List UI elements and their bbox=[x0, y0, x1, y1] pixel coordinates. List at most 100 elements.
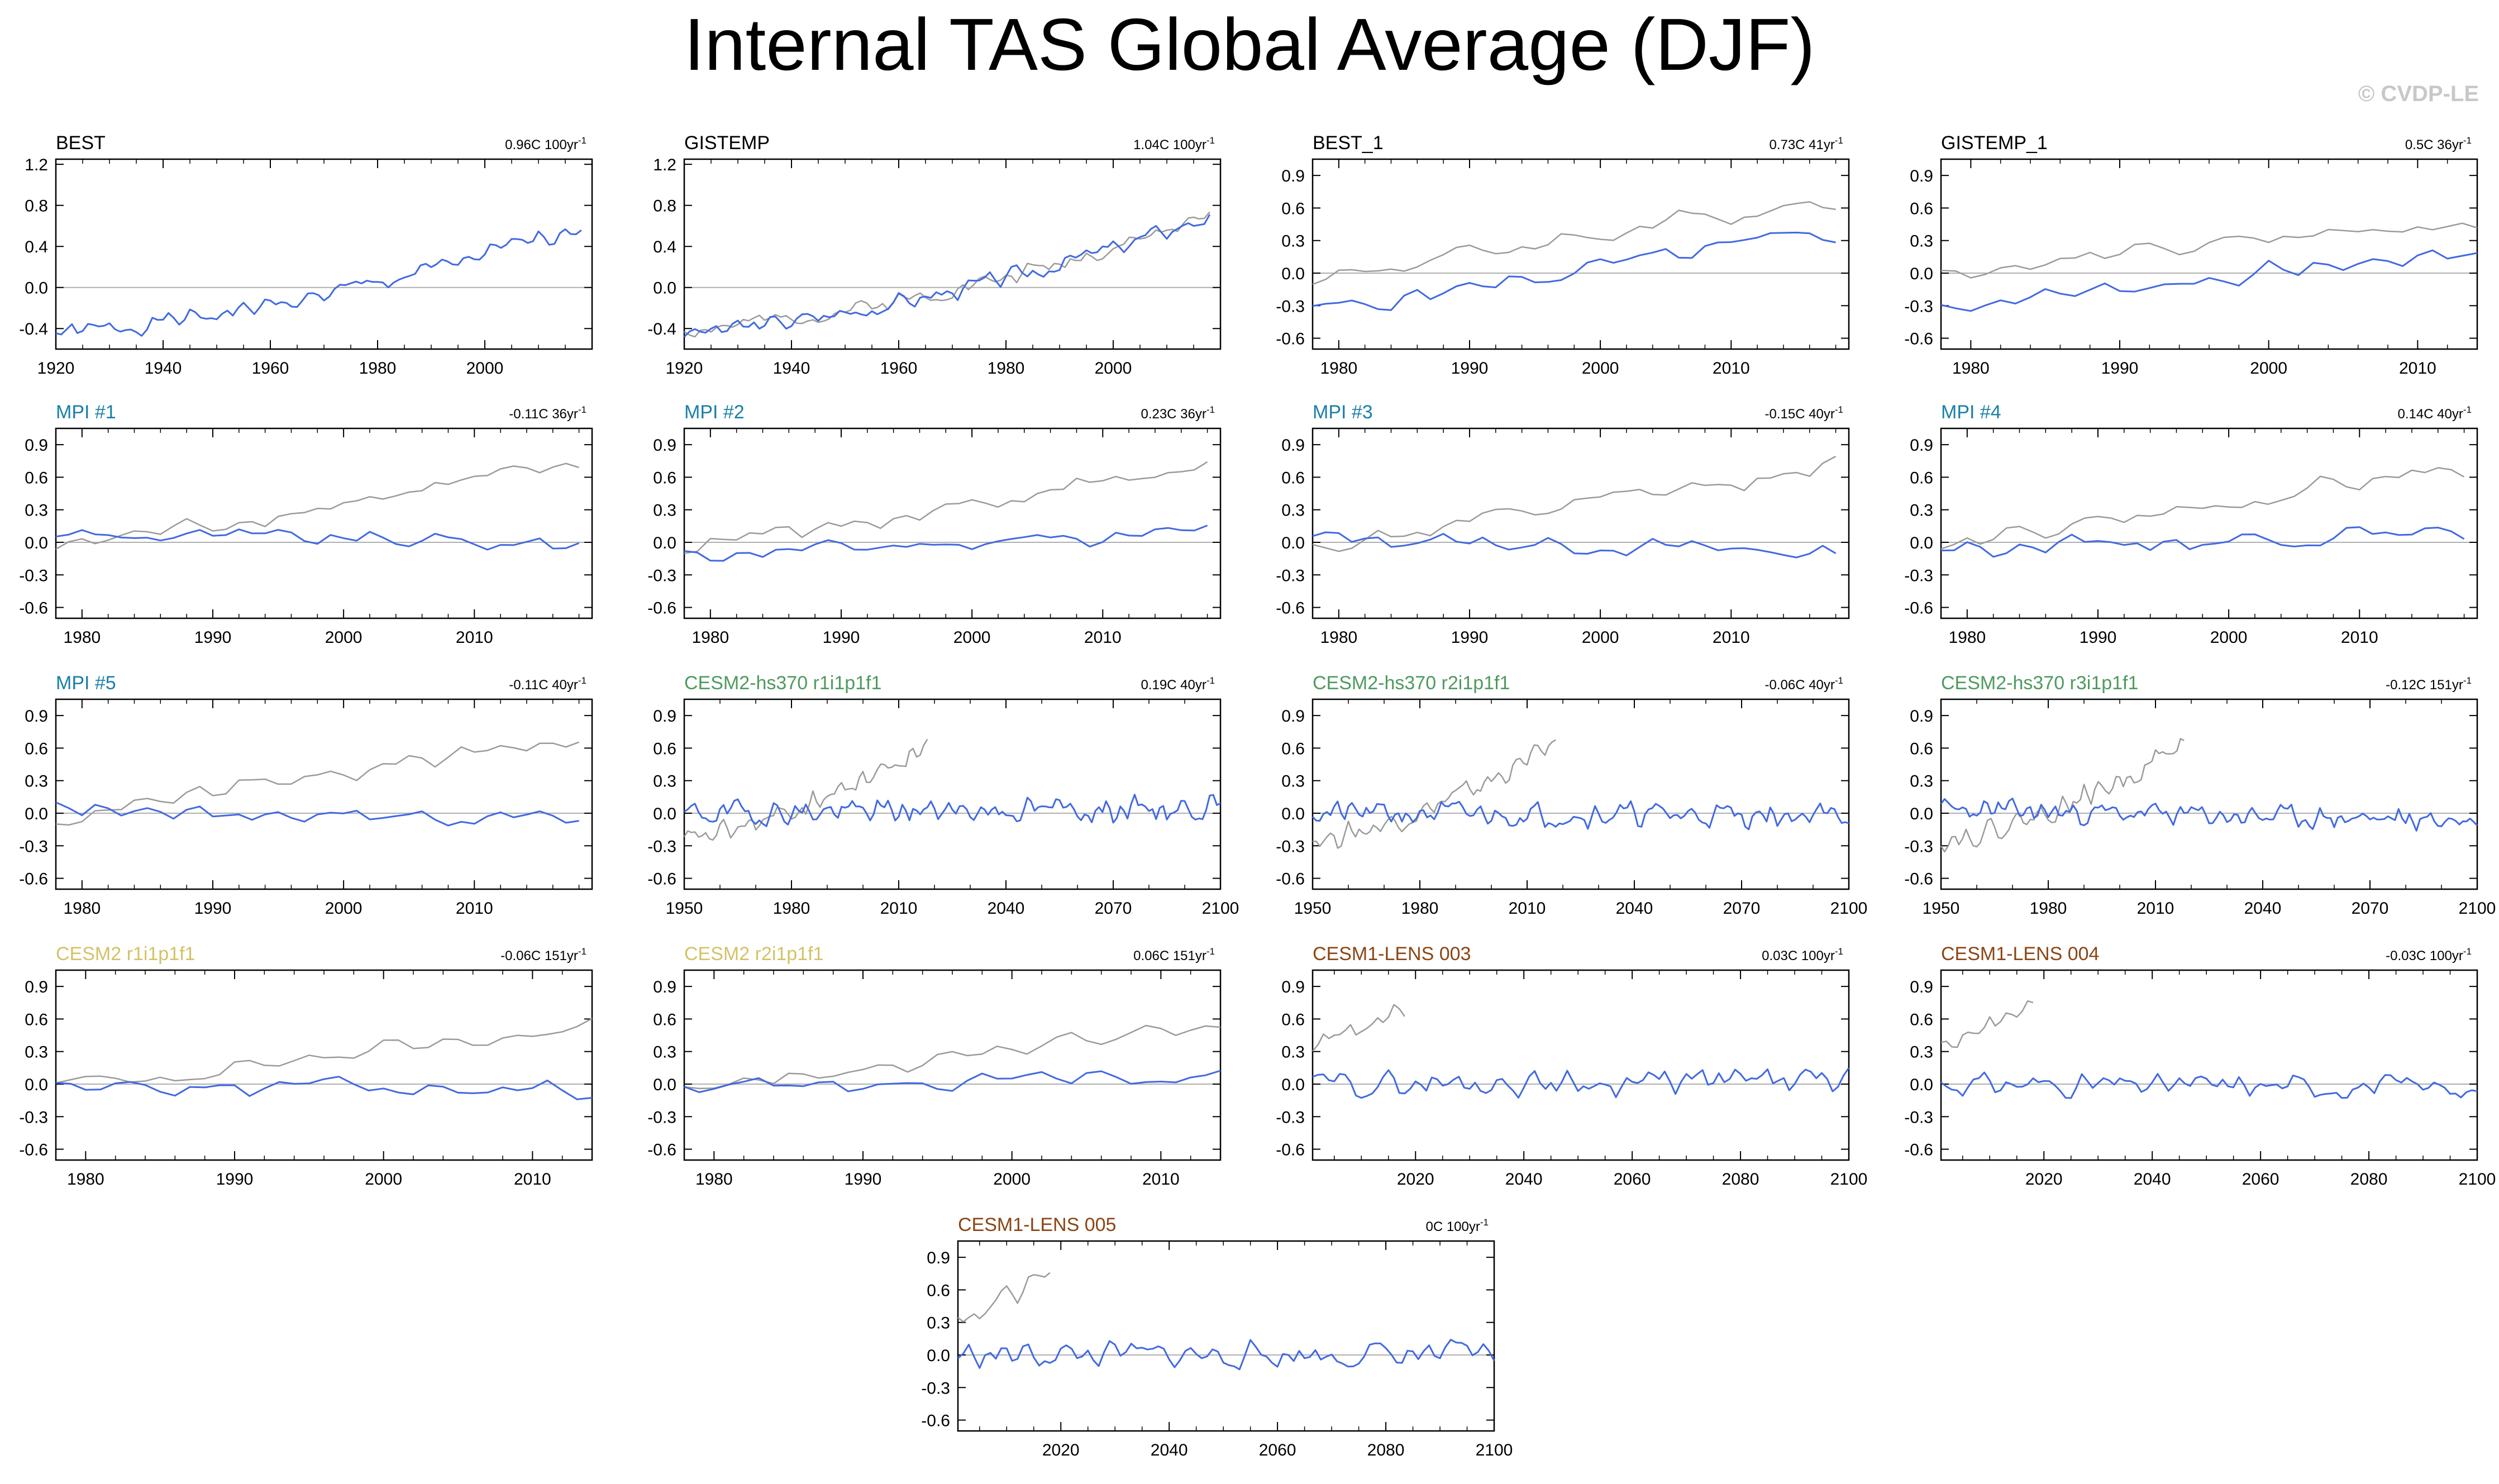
x-tick-label: 2000 bbox=[1582, 359, 1619, 378]
x-tick-label: 1960 bbox=[252, 359, 289, 378]
x-tick-label: 2010 bbox=[456, 628, 493, 647]
plot-frame bbox=[55, 427, 593, 619]
x-tick-label: 2080 bbox=[2350, 1170, 2388, 1189]
y-tick-label: -0.3 bbox=[1276, 837, 1305, 856]
plot-frame bbox=[683, 969, 1222, 1161]
y-tick-label: 0.3 bbox=[1281, 772, 1305, 791]
plot-frame bbox=[1940, 969, 2478, 1161]
y-tick-label: 0.3 bbox=[25, 1043, 48, 1062]
panel-title: MPI #4 bbox=[1941, 402, 2001, 423]
x-tick-label: 1990 bbox=[823, 628, 860, 647]
y-tick-label: 0.9 bbox=[653, 978, 676, 996]
x-tick-label: 2010 bbox=[1142, 1170, 1180, 1189]
y-tick-label: 0.9 bbox=[927, 1249, 950, 1267]
plot-frame bbox=[1312, 158, 1850, 350]
y-tick-label: -0.6 bbox=[1276, 1141, 1305, 1159]
x-tick-label: 1980 bbox=[1948, 628, 1986, 647]
panel-title: BEST bbox=[56, 132, 106, 154]
y-tick-label: 0.6 bbox=[653, 739, 676, 758]
credit-label: © CVDP-LE bbox=[2358, 82, 2479, 106]
x-tick-label: 1980 bbox=[1320, 359, 1357, 378]
x-tick-label: 1980 bbox=[67, 1170, 104, 1189]
y-tick-label: -0.3 bbox=[1904, 837, 1933, 856]
y-tick-label: 0.6 bbox=[1910, 469, 1933, 487]
y-tick-label: -0.3 bbox=[19, 837, 48, 856]
obs-series-line bbox=[684, 461, 1208, 555]
y-tick-label: 0.9 bbox=[1910, 436, 1933, 455]
obs-series-line bbox=[55, 462, 579, 550]
obs-series-line bbox=[1940, 738, 2185, 853]
x-tick-label: 1980 bbox=[691, 628, 729, 647]
model-series-line bbox=[1940, 1071, 2478, 1099]
x-tick-label: 2000 bbox=[2210, 628, 2248, 647]
x-tick-label: 2100 bbox=[1830, 1170, 1868, 1189]
chart-panel: 0.9 0.6 0.3 0.0 -0.3 -0.6 2020 2040 2060 2080 2100… bbox=[921, 1214, 1513, 1459]
panel-title: CESM1-LENS 003 bbox=[1313, 943, 1471, 965]
plot-frame bbox=[55, 698, 593, 890]
trend-label: 0.14C 40yr-1 bbox=[2397, 404, 2472, 422]
y-tick-label: -0.3 bbox=[19, 1108, 48, 1127]
obs-series-line bbox=[1940, 222, 2478, 279]
chart-panel: 1.2 0.8 0.4 0.0 -0.4 1920 1940 1960 1980 2000 BEST… bbox=[19, 132, 593, 378]
y-tick-label: -0.3 bbox=[1904, 297, 1933, 316]
trend-label: 0.03C 100yr-1 bbox=[1762, 946, 1843, 963]
y-tick-label: -0.6 bbox=[921, 1412, 950, 1430]
y-tick-label: 0.0 bbox=[1910, 534, 1933, 552]
model-series-line bbox=[1940, 526, 2465, 558]
x-tick-label: 1990 bbox=[1451, 359, 1489, 378]
x-tick-label: 2000 bbox=[365, 1170, 402, 1189]
model-series-line bbox=[1312, 231, 1836, 311]
plot-frame bbox=[55, 158, 593, 350]
y-tick-label: 0.0 bbox=[1281, 265, 1305, 283]
x-tick-label: 1950 bbox=[1294, 899, 1332, 918]
chart-panel: 0.9 0.6 0.3 0.0 -0.3 -0.6 1980 1990 2000 2010 MPI … bbox=[19, 672, 593, 918]
x-tick-label: 2070 bbox=[1095, 899, 1132, 918]
x-tick-label: 1920 bbox=[37, 359, 75, 378]
x-tick-label: 2060 bbox=[1614, 1170, 1651, 1189]
y-tick-label: 0.3 bbox=[653, 772, 676, 791]
y-tick-label: 0.9 bbox=[1910, 707, 1933, 726]
y-tick-label: 0.6 bbox=[1281, 199, 1305, 218]
x-tick-label: 1980 bbox=[695, 1170, 733, 1189]
y-tick-label: -0.6 bbox=[19, 870, 48, 889]
y-tick-label: 0.0 bbox=[1910, 1076, 1933, 1094]
trend-label: 0.73C 41yr-1 bbox=[1769, 135, 1843, 152]
chart-panel: 0.9 0.6 0.3 0.0 -0.3 -0.6 1980 1990 2000 2010 MPI … bbox=[647, 402, 1222, 647]
y-tick-label: 0.3 bbox=[1281, 1043, 1305, 1062]
y-tick-label: 0.8 bbox=[25, 197, 48, 216]
x-tick-label: 2040 bbox=[1151, 1441, 1188, 1459]
y-tick-label: 0.0 bbox=[1281, 1076, 1305, 1094]
y-tick-label: -0.6 bbox=[19, 599, 48, 618]
chart-panel: 0.9 0.6 0.3 0.0 -0.3 -0.6 1980 1990 2000 2010 CESM… bbox=[19, 943, 593, 1189]
plot-frame bbox=[1940, 427, 2478, 619]
x-tick-label: 1980 bbox=[359, 359, 397, 378]
x-tick-label: 1990 bbox=[845, 1170, 882, 1189]
panel-title: CESM1-LENS 005 bbox=[958, 1214, 1116, 1235]
trend-label: 0.23C 36yr-1 bbox=[1141, 404, 1215, 422]
chart-panel: 0.9 0.6 0.3 0.0 -0.3 -0.6 2020 2040 2060 2080 2100… bbox=[1276, 943, 1867, 1189]
y-tick-label: 1.2 bbox=[25, 156, 48, 174]
y-tick-label: -0.6 bbox=[1904, 330, 1933, 349]
x-tick-label: 2000 bbox=[325, 899, 363, 918]
x-tick-label: 2080 bbox=[1367, 1441, 1405, 1459]
y-tick-label: 0.3 bbox=[25, 772, 48, 791]
y-tick-label: -0.3 bbox=[647, 837, 676, 856]
model-series-line bbox=[1312, 800, 1849, 831]
chart-panel: 0.9 0.6 0.3 0.0 -0.3 -0.6 1950 1980 2010 2040 2070… bbox=[1276, 672, 1867, 918]
panel-title: GISTEMP bbox=[684, 132, 770, 154]
obs-series-line bbox=[55, 741, 580, 826]
y-tick-label: 0.0 bbox=[1910, 265, 1933, 283]
panel-title: MPI #1 bbox=[56, 402, 116, 423]
y-tick-label: 0.0 bbox=[25, 805, 48, 823]
x-tick-label: 2000 bbox=[993, 1170, 1031, 1189]
model-series-line bbox=[1940, 249, 2478, 312]
model-series-line bbox=[1312, 1067, 1850, 1099]
y-tick-label: 0.0 bbox=[25, 279, 48, 298]
obs-series-line bbox=[957, 1272, 1051, 1323]
panel-title: CESM2-hs370 r1i1p1f1 bbox=[684, 672, 881, 694]
trend-label: 0.5C 36yr-1 bbox=[2405, 135, 2472, 152]
x-tick-label: 2010 bbox=[1713, 359, 1750, 378]
trend-label: -0.15C 40yr-1 bbox=[1764, 404, 1843, 422]
plot-frame bbox=[957, 1240, 1495, 1432]
